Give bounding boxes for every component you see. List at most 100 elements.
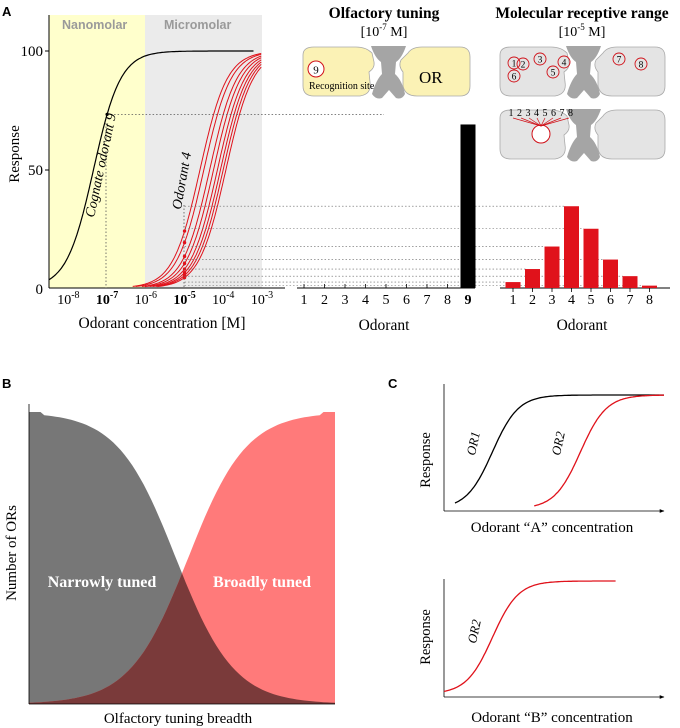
dose-curve-6 xyxy=(152,61,262,287)
dose-curve-0 xyxy=(48,50,254,281)
fan-line-3 xyxy=(528,117,542,127)
dose-curve-1 xyxy=(132,53,262,287)
dose-curve-4 xyxy=(144,57,262,288)
range-bar-4 xyxy=(564,206,579,288)
tuning-tick-label-7: 7 xyxy=(424,293,431,308)
a-y-tick-0: 0 xyxy=(36,282,44,298)
panel-range: Molecular receptive range [10-5 M] 1 2 3 45… xyxy=(495,5,670,334)
fan-line-7 xyxy=(540,117,562,127)
range-bar-2 xyxy=(525,269,540,288)
range-x-label: Odorant xyxy=(557,317,608,334)
narrow-label: Narrowly tuned xyxy=(48,574,157,591)
range-bar-1 xyxy=(505,282,521,288)
overlap-area xyxy=(29,573,335,704)
range-concentration: [10-5 M] xyxy=(559,22,606,40)
range-tick-label-6: 6 xyxy=(607,293,614,308)
c-bottom-x-label: Odorant “B” concentration xyxy=(471,710,633,726)
dose-curve-5 xyxy=(149,59,262,287)
odorant-marker-1 xyxy=(182,240,187,245)
recognition-site-label: Recognition site xyxy=(309,81,375,92)
range-site-number-7: 7 xyxy=(617,56,622,66)
range-bar-8 xyxy=(642,285,657,288)
tuning-tick-label-4: 4 xyxy=(362,293,369,308)
range-site-circle-2 xyxy=(516,57,530,71)
tuning-title: Olfactory tuning xyxy=(329,5,440,22)
panel-c-label: C xyxy=(388,376,398,391)
c-bottom-curve-or2 xyxy=(443,580,616,693)
range-site-circle-8 xyxy=(634,57,648,71)
range-site-number-1: 1 xyxy=(512,60,517,70)
tuning-tick-label-5: 5 xyxy=(383,293,390,308)
range-tick-label-1: 1 xyxy=(510,293,517,308)
a-x-tick-1: 10-7 xyxy=(96,290,118,308)
b-x-axis-label: Olfactory tuning breadth xyxy=(104,711,253,727)
dose-curve-3 xyxy=(141,55,262,287)
panel-b: B Number of ORs Olfactory tuning breadth… xyxy=(2,376,335,727)
c-bottom-or2-label: OR2 xyxy=(464,618,484,645)
range-site-number-5: 5 xyxy=(551,69,556,79)
a-y-tick-100: 100 xyxy=(21,44,44,60)
a-x-tick-5: 10-3 xyxy=(251,290,273,308)
a-y-tick-50: 50 xyxy=(28,163,43,179)
c-top-x-label: Odorant “A” concentration xyxy=(471,520,634,536)
dose-curve-7 xyxy=(155,63,262,287)
fan-line-4 xyxy=(536,117,542,127)
a-x-tick-3: 10-5 xyxy=(173,290,195,308)
recognition-site-number: 9 xyxy=(313,65,319,77)
a-x-tick-4: 10-4 xyxy=(212,290,234,308)
tuning-tick-label-3: 3 xyxy=(342,293,349,308)
a-y-axis-label: Response xyxy=(7,125,23,183)
range-tick-label-7: 7 xyxy=(627,293,634,308)
range-site-number-3: 3 xyxy=(538,56,543,66)
tuning-tick-label-6: 6 xyxy=(403,293,410,308)
range-tick-label-2: 2 xyxy=(529,293,536,308)
odorant-marker-5 xyxy=(182,271,187,275)
a-x-ticks: 10-8 10-7 10-6 10-5 10-4 10-3 xyxy=(57,290,273,308)
panel-b-label: B xyxy=(2,376,11,391)
range-bar-7 xyxy=(622,276,638,288)
fan-lines xyxy=(512,117,570,127)
range-site-circle-3 xyxy=(533,52,547,66)
fan-line-2 xyxy=(520,117,542,127)
range-sites: 1 2 3 45 6 7 8 xyxy=(507,52,648,83)
tuning-concentration: [10-7 M] xyxy=(361,22,408,40)
odorant-marker-2 xyxy=(182,254,187,259)
broad-label: Broadly tuned xyxy=(213,574,311,591)
receptor-range: 1 2 3 45 6 7 8 1 2 3 4 5 6 7 8 xyxy=(499,46,666,162)
a-x-tick-0: 10-8 xyxy=(57,290,79,308)
dose-curves xyxy=(48,50,262,288)
c-top-or1-label: OR1 xyxy=(463,430,483,456)
panel-tuning: Olfactory tuning [10-7 M] 9 Recognition … xyxy=(297,5,476,334)
fan-line-1 xyxy=(512,117,542,127)
range-bar-6 xyxy=(603,259,618,288)
tuning-tick-label-9: 9 xyxy=(465,293,472,308)
range-tick-label-3: 3 xyxy=(549,293,556,308)
a-x-tick-2: 10-6 xyxy=(135,290,157,308)
nanomolar-label: Nanomolar xyxy=(62,18,127,32)
c-top-curve-or1 xyxy=(454,394,664,504)
range-title: Molecular receptive range xyxy=(495,5,668,22)
fan-line-5 xyxy=(540,117,546,127)
fan-numbers: 1 2 3 4 5 6 7 8 xyxy=(509,108,574,119)
dose-curve-8 xyxy=(157,66,262,288)
cognate-marker xyxy=(105,112,109,116)
tuning-tick-label-8: 8 xyxy=(444,293,451,308)
dose-curve-2 xyxy=(135,53,262,287)
fan-line-6 xyxy=(540,117,554,127)
range-site-circle-4 xyxy=(557,55,571,69)
range-site-circle-1 xyxy=(507,56,521,70)
c-top-y-label: Response xyxy=(418,432,434,488)
range-tick-label-4: 4 xyxy=(568,293,575,308)
tuning-tick-label-2: 2 xyxy=(321,293,328,308)
c-top-or2-label: OR2 xyxy=(548,430,568,457)
a-x-axis-label: Odorant concentration [M] xyxy=(79,315,246,332)
fan-line-8 xyxy=(540,117,570,127)
odorant-marker-3 xyxy=(182,261,187,266)
range-site-number-2: 2 xyxy=(521,61,526,71)
panel-a: A Nanomolar Micromolar Response 100 50 0… xyxy=(2,4,643,332)
broad-area xyxy=(29,412,335,704)
range-bar-5 xyxy=(583,228,599,288)
narrow-area xyxy=(29,412,335,704)
